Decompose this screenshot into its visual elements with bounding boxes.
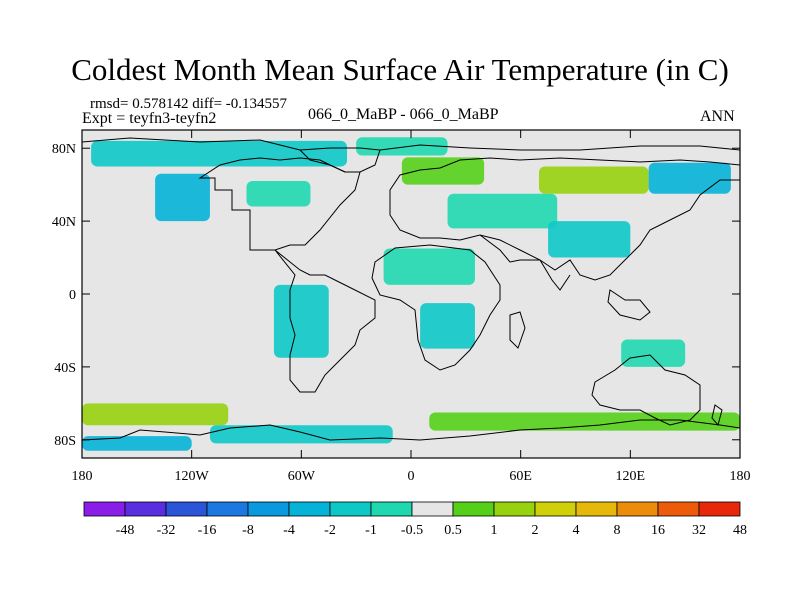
season-label: ANN (700, 108, 735, 125)
colorbar-swatch (206, 501, 249, 517)
colorbar-label: 2 (532, 523, 539, 538)
anomaly-region-eastern-canada (246, 181, 311, 207)
colorbar-swatch (165, 501, 208, 517)
colorbar-swatch (534, 501, 577, 517)
case-label: 066_0_MaBP - 066_0_MaBP (308, 106, 499, 123)
y-tick-label: 40N (52, 215, 76, 230)
colorbar-label: -2 (324, 523, 336, 538)
colorbar-swatch (616, 501, 659, 517)
coastlines (82, 137, 740, 441)
colorbar-swatch (124, 501, 167, 517)
x-tick-label: 120E (616, 469, 646, 484)
colorbar-label: 4 (573, 523, 580, 538)
colorbar-label: -8 (242, 523, 254, 538)
y-tick-label: 0 (69, 288, 76, 303)
anomaly-region-north-africa (383, 248, 475, 285)
x-tick-label: 120W (175, 469, 210, 484)
colorbar-swatch (247, 501, 290, 517)
colorbar-label: -32 (157, 523, 176, 538)
colorbar-swatch (698, 501, 741, 517)
colorbar-swatch (288, 501, 331, 517)
colorbar-label: -48 (116, 523, 135, 538)
stats-label: rmsd= 0.578142 diff= -0.134557 (90, 96, 288, 112)
anomaly-region-southern-ocean-indian (429, 412, 740, 431)
colorbar-label: -0.5 (401, 523, 423, 538)
colorbar-label: 0.5 (444, 523, 462, 538)
anomaly-region-southern-africa (420, 303, 475, 349)
anomaly-region-antarctic-pacific (82, 436, 192, 451)
colorbar-label: -4 (283, 523, 295, 538)
colorbar-label: 48 (733, 523, 747, 538)
colorbar-swatch (411, 501, 454, 517)
colorbar-swatch (452, 501, 495, 517)
colorbar-swatch (493, 501, 536, 517)
colorbar-label: -1 (365, 523, 377, 538)
anomaly-region-greenland-arctic (356, 137, 448, 156)
anomaly-region-south-america (273, 284, 329, 358)
colorbar-swatch (83, 501, 126, 517)
colorbar-label: 1 (491, 523, 498, 538)
anomaly-region-east-asia (548, 221, 631, 258)
x-tick-label: 60E (509, 469, 532, 484)
anomaly-region-northern-europe (401, 157, 485, 185)
x-tick-label: 60W (288, 469, 316, 484)
colorbar-swatch (329, 501, 372, 517)
x-tick-label: 180 (72, 469, 93, 484)
y-tick-label: 40S (54, 361, 76, 376)
chart-title: Coldest Month Mean Surface Air Temperatu… (71, 52, 729, 87)
colorbar-label: 32 (692, 523, 706, 538)
colorbar-swatch (370, 501, 413, 517)
anomaly-region-far-east-siberia (648, 162, 731, 194)
anomaly-region-central-eurasia (447, 193, 558, 229)
colorbar: -48 -32 -16 -8 -4 -2 -1 -0.5 0.5 1 2 4 8 16 32 48 (83, 501, 747, 538)
colorbar-label: 16 (651, 523, 665, 538)
y-tick-label: 80S (54, 434, 76, 449)
experiment-label: Expt = teyfn3-teyfn2 (82, 110, 217, 127)
colorbar-label: 8 (614, 523, 621, 538)
x-tick-label: 180 (730, 469, 751, 484)
colorbar-swatch (575, 501, 618, 517)
y-tick-label: 80N (52, 142, 76, 157)
anomaly-region-australia-south (621, 339, 686, 367)
anomaly-region-arctic-north-america (91, 140, 348, 167)
anomaly-region-siberia (538, 166, 649, 194)
x-tick-label: 0 (408, 469, 415, 484)
colorbar-label: -16 (198, 523, 217, 538)
anomaly-region-western-north-america (155, 173, 210, 222)
anomaly-region-southern-ocean-pacific (82, 403, 229, 426)
axis-ticks: 180 120W 60W 0 60E 120E 180 80N 40N 0 40S 80S (52, 130, 751, 484)
colorbar-swatch (657, 501, 700, 517)
